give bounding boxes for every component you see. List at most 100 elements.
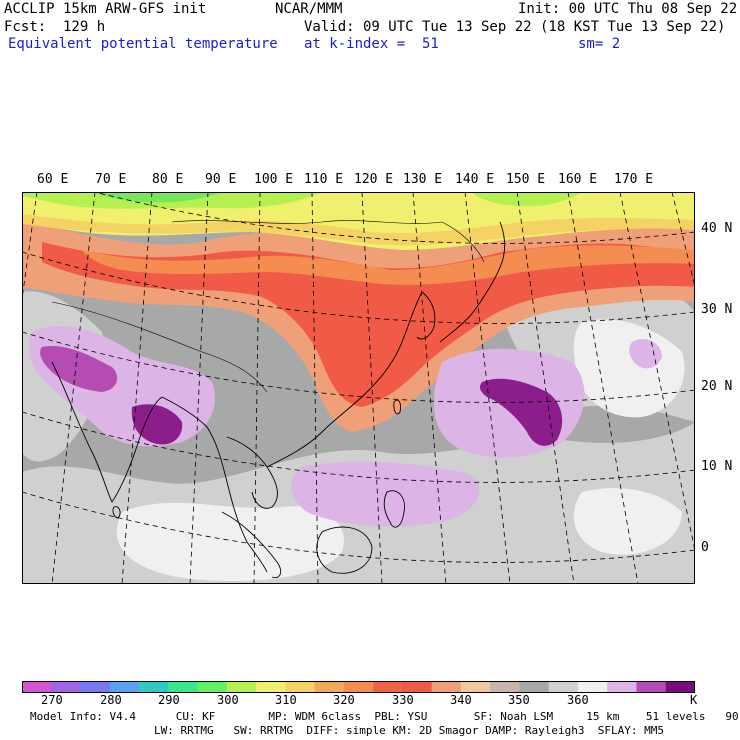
lon-label: 170 E <box>614 172 654 187</box>
lat-label: 30 N <box>701 302 733 317</box>
colorbar-label: 320 <box>333 693 355 707</box>
lon-label: 90 E <box>205 172 237 187</box>
coastline-japan <box>439 221 506 343</box>
model-info-line-2: LW: RRTMG SW: RRTMG DIFF: simple KM: 2D … <box>154 724 664 737</box>
graticule <box>22 192 695 584</box>
theta-e-map <box>22 192 695 584</box>
coastline-indochina <box>226 436 278 509</box>
meridian-line <box>22 192 38 302</box>
colorbar-swatch <box>139 681 169 693</box>
meridian-line <box>516 192 575 584</box>
colorbar-swatch <box>519 681 550 693</box>
meridian-line <box>619 192 695 553</box>
border-line <box>51 301 268 393</box>
parallel-line <box>22 411 695 483</box>
colorbar-swatch <box>607 681 637 693</box>
colorbar-swatch <box>314 681 345 693</box>
colorbar-swatch <box>402 681 433 693</box>
coastline-china <box>266 291 423 468</box>
org-label: NCAR/MMM <box>275 1 343 17</box>
lat-label: 0 <box>701 540 709 555</box>
meridian-line <box>361 192 383 584</box>
colorbar <box>22 681 695 693</box>
coastlines <box>51 220 506 579</box>
colorbar-swatch <box>197 681 228 693</box>
colorbar-label: 280 <box>100 693 122 707</box>
lon-label: 150 E <box>506 172 546 187</box>
lon-label: 130 E <box>403 172 443 187</box>
meridian-line <box>121 192 153 584</box>
model-info-line-1: Model Info: V4.4 CU: KF MP: WDM 6class P… <box>30 710 740 723</box>
colorbar-swatch <box>373 681 403 693</box>
parallel-line <box>22 251 695 324</box>
colorbar-label: 290 <box>158 693 180 707</box>
purple-core <box>131 404 183 445</box>
colorbar-label: 360 <box>567 693 589 707</box>
parallel-line <box>93 192 695 244</box>
colorbar-swatch <box>22 681 52 693</box>
colorbar-swatch <box>460 681 491 693</box>
green-band <box>472 192 582 207</box>
colorbar-swatch <box>109 681 140 693</box>
colorbar-label: 340 <box>450 693 472 707</box>
meridian-line <box>189 192 209 584</box>
field-name: Equivalent potential temperature <box>8 36 278 52</box>
lon-label: 80 E <box>152 172 184 187</box>
coastline-sumatra <box>221 511 282 579</box>
colorbar-swatch <box>548 681 579 693</box>
meridian-line <box>464 192 511 584</box>
colorbar-swatch <box>51 681 82 693</box>
valid-time: Valid: 09 UTC Tue 13 Sep 22 (18 KST Tue … <box>304 19 726 35</box>
meridian-line <box>51 192 96 584</box>
meridian-line <box>412 192 447 584</box>
green-band <box>92 192 222 203</box>
meridian-line <box>311 192 319 584</box>
colorbar-swatch <box>343 681 374 693</box>
colorbar-swatch <box>431 681 462 693</box>
lat-label: 20 N <box>701 379 733 394</box>
colorbar-label: 350 <box>508 693 530 707</box>
lat-label: 10 N <box>701 459 733 474</box>
coastline-korea <box>416 291 436 340</box>
colorbar-swatch <box>490 681 520 693</box>
coastline-borneo <box>316 526 373 574</box>
lavender-field <box>629 339 662 369</box>
colorbar-label: 270 <box>41 693 63 707</box>
purple-core <box>479 378 563 446</box>
lon-label: 70 E <box>95 172 127 187</box>
colorbar-swatch <box>168 681 199 693</box>
colorbar-swatch <box>577 681 608 693</box>
colorbar-label: 330 <box>392 693 414 707</box>
coastline-philippines <box>383 490 405 528</box>
white-field <box>116 502 344 582</box>
border-line <box>441 221 485 263</box>
red-band <box>362 298 418 372</box>
coastline-india <box>51 361 163 503</box>
level-info: at k-index = 51 <box>304 36 439 52</box>
meridian-line <box>567 192 639 584</box>
colorbar-swatch <box>665 681 695 693</box>
coastline-sri-lanka <box>112 506 121 519</box>
white-field <box>573 488 682 555</box>
purple-core <box>40 346 118 392</box>
colorbar-label: 300 <box>217 693 239 707</box>
lon-label: 100 E <box>254 172 294 187</box>
lon-label: 110 E <box>304 172 344 187</box>
colorbar-unit: K <box>690 693 698 707</box>
forecast-hour: Fcst: 129 h <box>4 19 106 35</box>
lavender-field <box>291 461 480 527</box>
meridian-line <box>253 192 261 584</box>
meridian-line <box>671 192 695 289</box>
lon-label: 60 E <box>37 172 69 187</box>
parallel-line <box>22 491 695 563</box>
smoothing-info: sm= 2 <box>578 36 621 52</box>
colorbar-swatch <box>256 681 286 693</box>
border-line <box>171 220 443 224</box>
lat-label: 40 N <box>701 221 733 236</box>
model-title: ACCLIP 15km ARW-GFS init <box>4 1 207 17</box>
colorbar-label: 310 <box>275 693 297 707</box>
lon-label: 120 E <box>354 172 394 187</box>
yellow-band <box>22 214 695 246</box>
init-time: Init: 00 UTC Thu 08 Sep 22 <box>518 1 738 17</box>
coastline-southeast-asia <box>161 396 268 573</box>
